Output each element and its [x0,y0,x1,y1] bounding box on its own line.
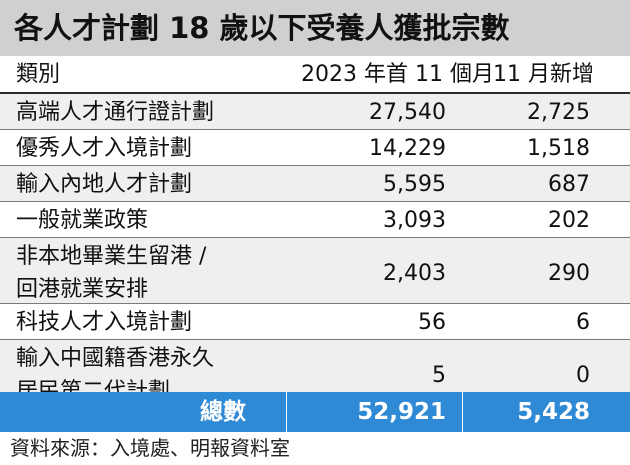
row-category-line: 非本地畢業生留港 / [16,244,207,269]
row-category-line: 科技人才入境計劃 [16,310,193,335]
row-category-label: 一般就業政策 [16,202,148,240]
column-header-november-new: 11 月新增 [493,62,594,87]
row-separator [0,237,630,238]
row-category-line: 回港就業安排 [16,277,149,302]
table-row: 優秀人才入境計劃 14,229 1,518 [0,130,630,166]
row-november-new-value: 0 [576,363,590,388]
row-separator [0,303,630,304]
table-title: 各人才計劃 18 歲以下受養人獲批宗數 [0,0,630,56]
row-first-11-months-value: 14,229 [369,136,446,161]
total-divider [462,392,463,432]
table-row: 科技人才入境計劃 56 6 [0,304,630,340]
total-row: 總數 52,921 5,428 [0,392,630,432]
column-header-category: 類別 [16,62,61,87]
total-divider [286,392,287,432]
row-category-label: 優秀人才入境計劃 [16,130,192,168]
total-label: 總數 [200,399,246,425]
row-november-new-value: 2,725 [527,100,590,125]
column-header-first-11-months: 2023 年首 11 個月 [301,62,494,87]
table-row: 非本地畢業生留港 / 回港就業安排 2,403 290 [0,238,630,304]
row-first-11-months-value: 56 [418,310,446,335]
table-row: 輸入內地人才計劃 5,595 687 [0,166,630,202]
row-november-new-value: 6 [576,310,590,335]
source-note: 資料來源：入境處、明報資料室 [10,436,290,460]
row-separator [0,165,630,166]
table-row: 一般就業政策 3,093 202 [0,202,630,238]
row-november-new-value: 1,518 [527,136,590,161]
row-separator [0,201,630,202]
row-category-label: 高端人才通行證計劃 [16,94,214,132]
total-first-11-months: 52,921 [357,399,446,425]
row-category-line: 一般就業政策 [16,208,149,233]
row-first-11-months-value: 27,540 [369,100,446,125]
row-category-line: 輸入中國籍香港永久 [16,346,215,371]
table-row: 高端人才通行證計劃 27,540 2,725 [0,94,630,130]
row-november-new-value: 290 [548,261,590,286]
row-separator [0,339,630,340]
table-header-row: 類別 2023 年首 11 個月 11 月新增 [0,56,630,94]
row-separator [0,129,630,130]
row-november-new-value: 687 [548,172,590,197]
row-first-11-months-value: 3,093 [383,208,446,233]
row-category-line: 輸入內地人才計劃 [16,172,193,197]
row-category-label: 科技人才入境計劃 [16,304,192,342]
row-category-label: 非本地畢業生留港 / 回港就業安排 [16,240,206,306]
row-first-11-months-value: 5,595 [383,172,446,197]
row-category-line: 優秀人才入境計劃 [16,136,193,161]
total-november-new: 5,428 [517,399,590,425]
row-first-11-months-value: 2,403 [383,261,446,286]
row-november-new-value: 202 [548,208,590,233]
row-first-11-months-value: 5 [432,363,446,388]
row-category-line: 高端人才通行證計劃 [16,100,215,125]
row-category-label: 輸入內地人才計劃 [16,166,192,204]
